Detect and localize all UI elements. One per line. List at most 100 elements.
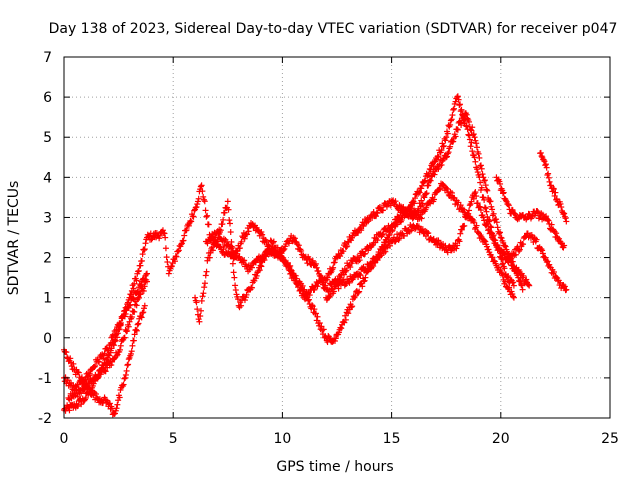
plus-marker	[365, 218, 372, 225]
plus-marker	[487, 198, 494, 205]
plus-marker	[499, 272, 506, 279]
plus-marker	[226, 220, 233, 227]
plus-marker	[484, 187, 491, 194]
plus-marker	[444, 186, 451, 193]
plus-marker	[135, 267, 142, 274]
plus-marker	[379, 231, 386, 238]
plus-marker	[360, 223, 367, 230]
plus-marker	[226, 217, 233, 224]
plus-marker	[203, 268, 210, 275]
plus-marker	[172, 253, 179, 260]
plus-marker	[502, 278, 509, 285]
plus-marker	[253, 272, 260, 279]
plus-marker	[468, 127, 475, 134]
plus-marker	[358, 227, 365, 234]
plus-marker	[427, 177, 434, 184]
plus-marker	[393, 220, 400, 227]
plus-marker	[330, 264, 337, 271]
plus-marker	[442, 137, 449, 144]
plus-marker	[163, 254, 170, 261]
plus-marker	[445, 149, 452, 156]
plus-marker	[261, 257, 268, 264]
plus-marker	[229, 248, 236, 255]
plus-marker	[104, 346, 111, 353]
plus-marker	[506, 284, 513, 291]
plus-marker	[203, 213, 210, 220]
plus-marker	[127, 350, 134, 357]
plus-marker	[181, 232, 188, 239]
plus-marker	[244, 231, 251, 238]
plus-marker	[489, 206, 496, 213]
plus-marker	[102, 368, 109, 375]
plus-marker	[305, 296, 312, 303]
plus-marker	[95, 358, 102, 365]
plus-marker	[141, 302, 148, 309]
plus-marker	[125, 361, 132, 368]
plus-marker	[340, 248, 347, 255]
plus-marker	[454, 126, 461, 133]
plus-marker	[280, 246, 287, 253]
plus-marker	[201, 198, 208, 205]
plus-marker	[434, 153, 441, 160]
plus-marker	[120, 381, 127, 388]
plus-marker	[448, 116, 455, 123]
plus-marker	[335, 329, 342, 336]
plus-marker	[202, 272, 209, 279]
plus-marker	[241, 257, 248, 264]
plus-marker	[75, 369, 82, 376]
plus-marker	[380, 207, 387, 214]
plus-marker	[101, 350, 108, 357]
plus-marker	[467, 143, 474, 150]
plus-marker	[456, 118, 463, 125]
plus-marker	[472, 158, 479, 165]
plus-marker	[122, 310, 129, 317]
plus-marker	[474, 169, 481, 176]
plus-marker	[448, 189, 455, 196]
plus-marker	[438, 161, 445, 168]
plus-marker	[205, 221, 212, 228]
plus-marker	[425, 182, 432, 189]
plus-marker	[228, 238, 235, 245]
plus-marker	[348, 304, 355, 311]
plus-marker	[78, 374, 85, 381]
plus-marker	[362, 274, 369, 281]
plus-marker	[452, 98, 459, 105]
plus-marker	[355, 229, 362, 236]
plus-marker	[471, 134, 478, 141]
plus-marker	[229, 260, 236, 267]
plus-marker	[105, 347, 112, 354]
plus-marker	[198, 182, 205, 189]
plus-marker	[195, 195, 202, 202]
plus-marker	[485, 246, 492, 253]
plus-marker	[392, 198, 399, 205]
plus-marker	[301, 286, 308, 293]
plus-marker	[498, 235, 505, 242]
plus-marker	[309, 302, 316, 309]
plus-marker	[493, 216, 500, 223]
plus-marker	[458, 122, 465, 129]
plus-marker	[113, 405, 120, 412]
plus-marker	[313, 264, 320, 271]
plus-marker	[460, 206, 467, 213]
plus-marker	[469, 124, 476, 131]
plus-marker	[502, 243, 509, 250]
plus-marker	[231, 274, 238, 281]
plus-marker	[225, 206, 232, 213]
plus-marker	[142, 240, 149, 247]
plus-marker	[168, 263, 175, 270]
plus-marker	[489, 254, 496, 261]
plus-marker	[116, 394, 123, 401]
plus-marker	[285, 264, 292, 271]
plus-marker	[138, 257, 145, 264]
plus-marker	[316, 320, 323, 327]
plus-marker	[295, 242, 302, 249]
plus-marker	[314, 313, 321, 320]
plus-marker	[422, 190, 429, 197]
plus-marker	[173, 253, 180, 260]
plus-marker	[219, 221, 226, 228]
plus-marker	[483, 186, 490, 193]
plus-marker	[171, 258, 178, 265]
plus-marker	[356, 257, 363, 264]
plus-marker	[293, 275, 300, 282]
plus-marker	[324, 274, 331, 281]
